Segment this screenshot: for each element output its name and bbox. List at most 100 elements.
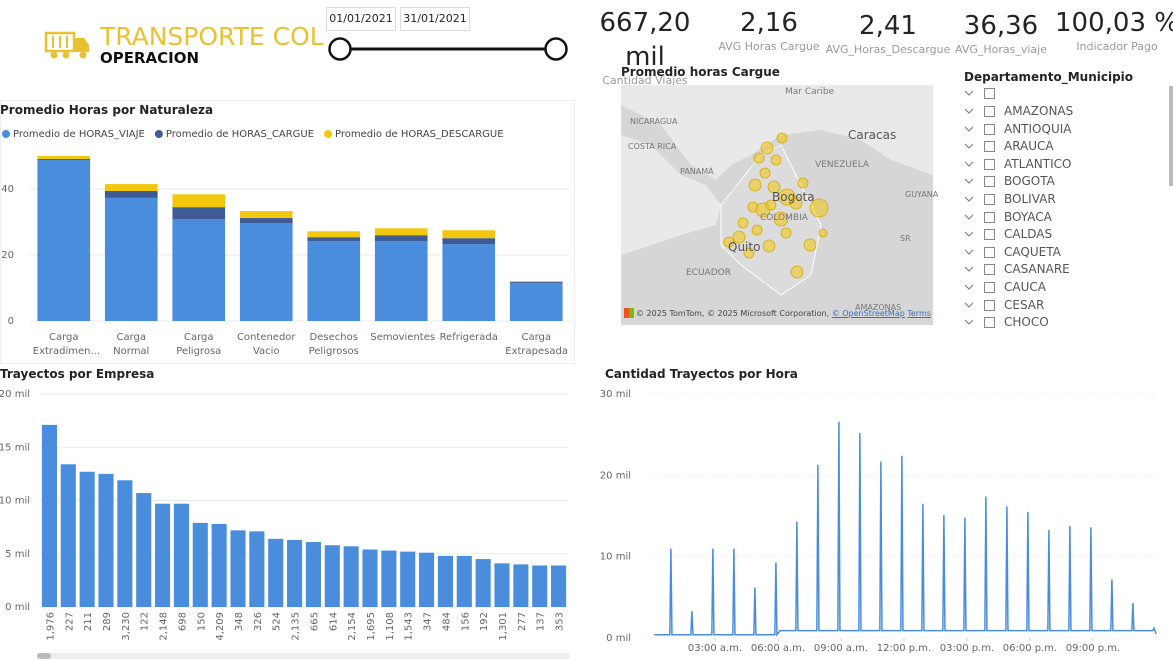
bar — [104, 197, 158, 321]
terms-link[interactable]: Terms — [907, 309, 931, 318]
chart-title: Trayectos por Empresa — [0, 367, 155, 381]
slicer-row: BOLIVAR — [964, 191, 1056, 208]
date-slider[interactable] — [325, 36, 570, 64]
osm-link[interactable]: © OpenStreetMap — [831, 309, 905, 318]
x-tick-label: 12:00 p.m. — [877, 643, 931, 654]
chevron-checkbox[interactable] — [964, 314, 1000, 331]
x-tick-label: 326 — [253, 612, 264, 631]
bar — [37, 159, 91, 321]
bar — [307, 237, 361, 242]
slicer-row — [964, 85, 1000, 102]
chevron-checkbox[interactable] — [964, 173, 1000, 190]
y-tick-label: 0 mil — [5, 602, 30, 613]
chevron-checkbox[interactable] — [964, 138, 1000, 155]
x-tick-label: 137 — [536, 612, 547, 631]
bar — [532, 565, 548, 607]
bar — [37, 158, 91, 160]
date-end[interactable]: 31/01/2021 — [400, 7, 470, 31]
bar — [305, 542, 321, 607]
bar — [98, 473, 114, 607]
x-tick-label: 09:00 a.m. — [814, 643, 868, 654]
date-start[interactable]: 01/01/2021 — [326, 7, 396, 31]
scrollbar[interactable] — [1169, 86, 1173, 186]
map-label: Bogota — [772, 190, 815, 204]
slicer-item: CESAR — [1004, 297, 1045, 312]
bar — [104, 190, 158, 198]
x-tick-label: Semovientes — [370, 332, 436, 343]
bar — [37, 156, 91, 159]
map-label: ECUADOR — [686, 268, 731, 278]
bar — [419, 552, 435, 607]
slicer-row: BOGOTA — [964, 173, 1055, 190]
bar — [172, 219, 226, 321]
chevron-checkbox[interactable] — [964, 209, 1000, 226]
bar — [381, 550, 397, 607]
map-label: COSTA RICA — [628, 142, 677, 151]
bar — [374, 241, 428, 321]
chevron-checkbox[interactable] — [964, 121, 1000, 138]
bar — [509, 281, 563, 283]
bar — [307, 231, 361, 238]
bar — [551, 565, 567, 607]
bar — [41, 424, 57, 607]
bar — [494, 563, 510, 607]
bar — [172, 207, 226, 220]
slicer-item: CAUCA — [1004, 280, 1046, 294]
line — [654, 421, 1157, 637]
x-tick-label: 3,230 — [121, 612, 132, 641]
app-subtitle: OPERACION — [100, 49, 200, 67]
bar — [192, 522, 208, 607]
map-label: GUYANA — [905, 190, 939, 199]
truck-logo — [44, 31, 89, 59]
chevron-checkbox[interactable] — [964, 261, 1000, 278]
x-tick-label: 1,543 — [404, 612, 415, 641]
bar — [249, 531, 265, 607]
chevron-checkbox[interactable] — [964, 226, 1000, 243]
map[interactable] — [621, 85, 933, 325]
legend-label: Promedio de HORAS_DESCARGUE — [335, 129, 504, 140]
chevron-checkbox[interactable] — [964, 85, 1000, 102]
chevron-checkbox[interactable] — [964, 191, 1000, 208]
x-tick-label: 353 — [555, 612, 566, 631]
y-tick-label: 40 — [1, 184, 14, 195]
bar — [513, 564, 529, 607]
chevron-checkbox[interactable] — [964, 156, 1000, 173]
x-tick-label: 03:00 p.m. — [940, 643, 994, 654]
x-tick-label: 1,695 — [366, 612, 377, 641]
y-tick-label: 0 — [8, 316, 14, 327]
chevron-checkbox[interactable] — [964, 103, 1000, 120]
kpi-card: 667,20 mil Cantidad Viajes — [580, 6, 710, 88]
bar — [442, 230, 496, 239]
x-tick-label: 348 — [234, 612, 245, 631]
slicer-row: ARAUCA — [964, 138, 1054, 155]
h-scrollbar[interactable] — [37, 653, 570, 659]
x-tick-label: Carga Extrapesada — [505, 332, 568, 357]
bar — [400, 551, 416, 607]
app-title: TRANSPORTE COL — [100, 22, 324, 51]
bar — [374, 235, 428, 242]
x-tick-label: 2,154 — [347, 612, 358, 641]
y-tick-label: 20 — [1, 250, 14, 261]
chevron-checkbox[interactable] — [964, 297, 1000, 314]
map-label: Caracas — [848, 128, 897, 142]
y-tick-label: 10 mil — [600, 552, 631, 563]
slicer-item: CHOCO — [1004, 315, 1049, 330]
kpi-value: 100,03 % — [1055, 8, 1173, 38]
x-tick-label: 289 — [102, 612, 113, 631]
x-tick-label: 1,976 — [45, 612, 56, 641]
x-tick-label: Carga Extradimen... — [32, 332, 101, 357]
x-tick-label: 277 — [517, 612, 528, 631]
kpi-label: Cantidad Viajes — [602, 74, 688, 87]
x-tick-label: 122 — [140, 612, 151, 631]
bar — [374, 228, 428, 236]
map-label: VENEZUELA — [815, 160, 870, 170]
map-label: SR — [900, 234, 911, 243]
x-tick-label: 347 — [423, 612, 434, 631]
bar — [79, 471, 95, 607]
kpi-value: 36,36 — [963, 11, 1039, 41]
slicer-row: CESAR — [964, 297, 1044, 314]
slicer-item: CALDAS — [1004, 227, 1053, 242]
chevron-checkbox[interactable] — [964, 279, 1000, 296]
slicer-row: AMAZONAS — [964, 103, 1073, 120]
chevron-checkbox[interactable] — [964, 244, 1000, 261]
